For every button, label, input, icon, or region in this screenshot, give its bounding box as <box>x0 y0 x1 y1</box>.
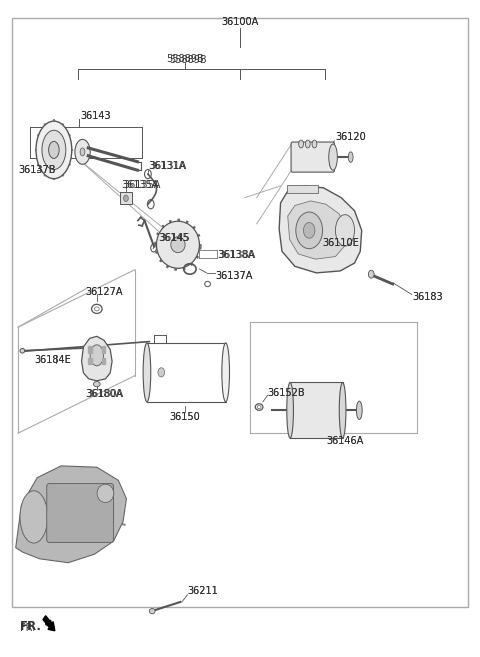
Ellipse shape <box>75 139 90 164</box>
Ellipse shape <box>36 121 72 179</box>
Polygon shape <box>279 186 362 273</box>
FancyBboxPatch shape <box>47 484 114 543</box>
Polygon shape <box>288 201 346 259</box>
Text: 36137B: 36137B <box>18 165 56 175</box>
Text: 36152B: 36152B <box>268 388 305 397</box>
Ellipse shape <box>348 152 353 162</box>
Ellipse shape <box>312 140 317 148</box>
Ellipse shape <box>94 382 100 387</box>
Text: 36135A: 36135A <box>123 179 160 190</box>
Circle shape <box>296 212 323 249</box>
Text: 36110E: 36110E <box>322 238 359 248</box>
Text: 36183: 36183 <box>413 292 444 302</box>
Ellipse shape <box>336 215 355 246</box>
Bar <box>287 185 318 193</box>
Text: 36127A: 36127A <box>85 287 122 297</box>
Text: 36146A: 36146A <box>326 436 363 446</box>
Ellipse shape <box>90 345 104 366</box>
Bar <box>120 193 132 204</box>
Bar <box>102 358 105 365</box>
Text: 36211: 36211 <box>188 587 218 597</box>
Text: 36120: 36120 <box>336 133 366 143</box>
Text: 36131A: 36131A <box>149 161 187 171</box>
Text: 36143: 36143 <box>80 111 111 121</box>
Text: 36138A: 36138A <box>217 250 254 260</box>
Text: 36100A: 36100A <box>221 17 259 28</box>
Polygon shape <box>82 336 112 381</box>
Ellipse shape <box>143 343 151 402</box>
Text: 36137A: 36137A <box>215 271 252 281</box>
Ellipse shape <box>97 484 114 503</box>
Text: 36150: 36150 <box>170 412 201 422</box>
Text: 55889B: 55889B <box>166 54 204 64</box>
Ellipse shape <box>42 130 66 170</box>
Circle shape <box>303 223 315 238</box>
Text: 36135A: 36135A <box>121 179 159 190</box>
Text: 36180A: 36180A <box>86 389 123 399</box>
Text: 55889B: 55889B <box>168 55 206 65</box>
Bar <box>88 358 92 365</box>
Circle shape <box>123 195 128 202</box>
Ellipse shape <box>357 401 362 419</box>
Text: 36146A: 36146A <box>326 436 363 446</box>
FancyBboxPatch shape <box>291 142 335 172</box>
Ellipse shape <box>20 491 48 543</box>
Text: 36143: 36143 <box>80 111 111 121</box>
Ellipse shape <box>156 221 199 268</box>
Circle shape <box>368 270 374 278</box>
Text: 36180A: 36180A <box>85 389 122 399</box>
Text: 36145: 36145 <box>158 233 189 243</box>
Ellipse shape <box>305 140 310 148</box>
Text: 36184E: 36184E <box>34 355 71 365</box>
Ellipse shape <box>329 144 337 170</box>
Ellipse shape <box>20 348 25 353</box>
Ellipse shape <box>48 141 59 158</box>
Text: FR.: FR. <box>20 623 35 633</box>
Text: FR.: FR. <box>20 620 42 633</box>
Text: 36137B: 36137B <box>18 165 56 175</box>
Text: 36131A: 36131A <box>148 161 186 171</box>
Circle shape <box>158 368 165 377</box>
Ellipse shape <box>149 608 155 614</box>
Bar <box>290 382 343 438</box>
FancyArrow shape <box>43 616 55 631</box>
Text: 36152B: 36152B <box>268 388 305 397</box>
Text: 36145: 36145 <box>159 233 190 243</box>
Text: 36138A: 36138A <box>218 250 256 260</box>
Ellipse shape <box>222 343 229 402</box>
Text: 36120: 36120 <box>336 133 366 143</box>
Text: 36110E: 36110E <box>322 238 359 248</box>
Text: 36127A: 36127A <box>85 287 122 297</box>
Ellipse shape <box>339 382 346 438</box>
Text: 36137A: 36137A <box>215 271 252 281</box>
Polygon shape <box>16 466 126 562</box>
Ellipse shape <box>80 148 85 156</box>
Ellipse shape <box>171 237 185 252</box>
Bar <box>102 346 105 353</box>
Text: 36100A: 36100A <box>221 17 259 28</box>
Ellipse shape <box>287 382 293 438</box>
Text: 36211: 36211 <box>188 587 218 597</box>
Text: 36184E: 36184E <box>35 355 72 365</box>
Ellipse shape <box>299 140 303 148</box>
Text: 36150: 36150 <box>170 412 201 422</box>
Text: 36183: 36183 <box>413 292 444 302</box>
Bar <box>88 346 92 353</box>
